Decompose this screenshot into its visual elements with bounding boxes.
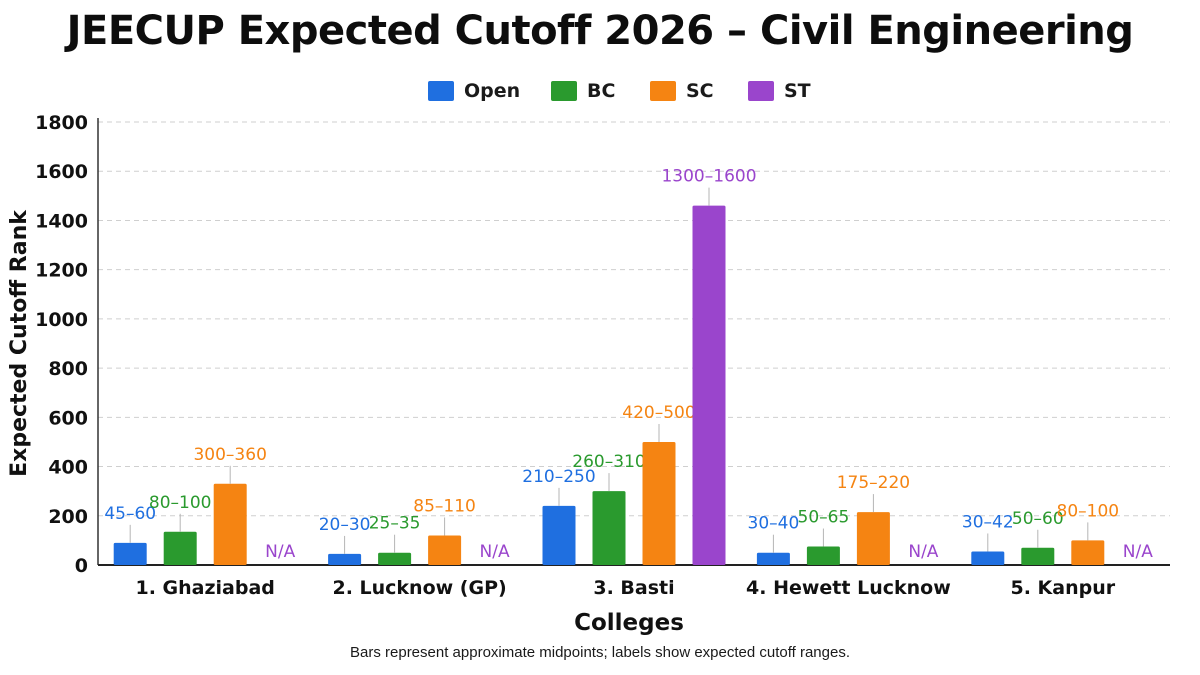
legend-swatch-bc	[551, 81, 577, 101]
data-label: 80–100	[1057, 501, 1120, 521]
y-tick-label: 800	[48, 358, 88, 380]
x-tick-label: 3. Basti	[593, 577, 674, 599]
bar-sc	[428, 535, 462, 565]
data-label-na: N/A	[265, 542, 295, 562]
data-label: 30–42	[962, 512, 1014, 532]
bar-bc	[378, 552, 412, 565]
y-tick-label: 1400	[35, 210, 88, 232]
bar-chart: 02004006008001000120014001600180045–6080…	[7, 112, 1170, 636]
bar-sc	[856, 512, 890, 565]
data-label-na: N/A	[480, 542, 510, 562]
bar-sc	[1071, 540, 1105, 565]
data-label-na: N/A	[1123, 542, 1153, 562]
x-tick-label: 5. Kanpur	[1010, 577, 1115, 599]
legend-label-st: ST	[784, 80, 811, 102]
data-label: 300–360	[193, 445, 266, 465]
y-tick-label: 1800	[35, 112, 88, 134]
legend-label-bc: BC	[587, 80, 616, 102]
y-axis-title: Expected Cutoff Rank	[7, 209, 32, 477]
x-tick-label: 2. Lucknow (GP)	[332, 577, 506, 599]
y-tick-label: 0	[75, 555, 88, 577]
data-label: 260–310	[572, 452, 645, 472]
bar-bc	[163, 531, 197, 565]
data-label: 80–100	[149, 493, 212, 513]
y-tick-label: 1200	[35, 260, 88, 282]
y-tick-label: 400	[48, 457, 88, 479]
bar-open	[328, 553, 362, 565]
data-label: 175–220	[837, 473, 910, 493]
data-label: 30–40	[748, 514, 800, 534]
y-tick-label: 600	[48, 407, 88, 429]
footnote: Bars represent approximate midpoints; la…	[350, 644, 850, 661]
bar-bc	[806, 546, 840, 565]
y-tick-label: 200	[48, 506, 88, 528]
legend-item-sc: SC	[650, 78, 714, 104]
legend-swatch-open	[428, 81, 454, 101]
x-tick-label: 1. Ghaziabad	[135, 577, 274, 599]
data-label: 25–35	[369, 514, 421, 534]
legend-swatch-sc	[650, 81, 676, 101]
legend-swatch-st	[748, 81, 774, 101]
data-label: 1300–1600	[661, 167, 756, 187]
chart-title: JEECUP Expected Cutoff 2026 – Civil Engi…	[66, 8, 1134, 54]
y-tick-label: 1600	[35, 161, 88, 183]
bar-bc	[592, 491, 626, 565]
data-label: 85–110	[413, 496, 476, 516]
data-label: 50–65	[798, 508, 850, 528]
legend-item-st: ST	[748, 78, 811, 104]
x-axis-title: Colleges	[574, 610, 684, 636]
bar-sc	[213, 483, 247, 565]
x-tick-label: 4. Hewett Lucknow	[746, 577, 951, 599]
data-label: 210–250	[522, 467, 595, 487]
legend: Open BC SC ST	[0, 78, 1200, 104]
legend-label-sc: SC	[686, 80, 714, 102]
bar-st	[692, 205, 726, 565]
legend-item-open: Open	[428, 78, 520, 104]
bar-open	[113, 542, 147, 565]
y-tick-label: 1000	[35, 309, 88, 331]
data-label: 50–60	[1012, 509, 1064, 529]
data-label-na: N/A	[908, 542, 938, 562]
bar-bc	[1021, 547, 1055, 565]
legend-label-open: Open	[464, 80, 521, 102]
data-label: 20–30	[319, 515, 371, 535]
bar-open	[542, 505, 576, 565]
data-label: 45–60	[104, 504, 156, 524]
data-label: 420–500	[622, 403, 695, 423]
bar-open	[756, 552, 790, 565]
legend-item-bc: BC	[551, 78, 615, 104]
bar-open	[971, 551, 1005, 565]
bar-sc	[642, 441, 676, 565]
